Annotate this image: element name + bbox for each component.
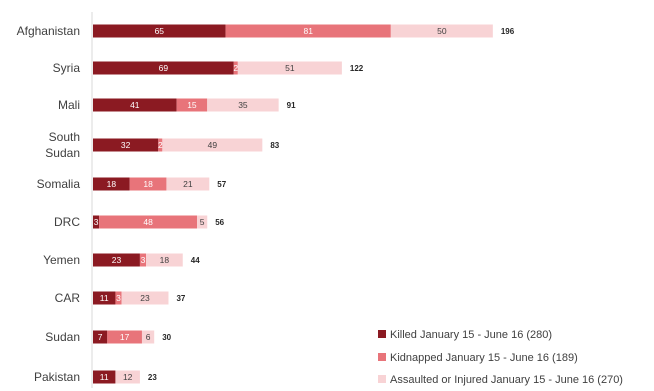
value-label-pakistan-series-1: 11	[100, 372, 109, 382]
value-label-car-series-1: 11	[100, 293, 109, 303]
total-label-pakistan: 23	[148, 373, 157, 382]
value-label-mali-series-1: 41	[130, 100, 140, 110]
value-label-afghanistan-series-2: 81	[303, 26, 313, 36]
total-label-drc: 56	[215, 218, 224, 227]
value-label-yemen-series-2: 3	[141, 255, 146, 265]
value-label-sudan-series-2: 17	[120, 332, 130, 342]
bar-somalia-series-1	[93, 177, 130, 191]
value-label-syria-series-3: 51	[285, 63, 295, 73]
bar-south-sudan-series-1	[93, 138, 159, 152]
category-label-sudan: Sudan	[45, 330, 80, 344]
legend: Killed January 15 - June 16 (280) Kidnapp…	[378, 329, 623, 386]
category-label-south-sudan: South Sudan	[45, 130, 80, 160]
bar-mali-series-1	[93, 98, 177, 112]
legend-swatch-2	[378, 353, 386, 361]
bar-car-series-3	[121, 291, 169, 305]
bar-afghanistan-series-3	[390, 24, 493, 38]
category-labels: Afghanistan Syria Mali South Sudan Somalia DRC…	[17, 24, 81, 384]
bar-syria-series-2	[233, 61, 238, 75]
bar-car-series-1	[93, 291, 116, 305]
value-label-drc-series-3: 5	[200, 217, 205, 227]
value-label-drc-series-1: 3	[94, 217, 99, 227]
value-label-south-sudan-series-1: 32	[121, 140, 131, 150]
value-label-afghanistan-series-3: 50	[437, 26, 447, 36]
bar-drc-series-2	[99, 215, 198, 229]
bar-south-sudan-series-3	[162, 138, 263, 152]
bar-yemen-series-3	[146, 253, 183, 267]
legend-label-1: Killed January 15 - June 16 (280)	[390, 329, 552, 341]
category-label-somalia: Somalia	[37, 177, 81, 191]
value-label-sudan-series-1: 7	[98, 332, 103, 342]
value-label-sudan-series-3: 6	[146, 332, 151, 342]
bar-afghanistan-series-2	[225, 24, 391, 38]
bar-south-sudan-series-2	[158, 138, 163, 152]
category-label-mali: Mali	[58, 98, 80, 112]
bar-syria-series-1	[93, 61, 234, 75]
total-label-somalia: 57	[217, 180, 226, 189]
bar-pakistan-series-1	[93, 370, 116, 384]
value-label-yemen-series-3: 18	[160, 255, 170, 265]
legend-label-3: Assaulted or Injured January 15 - June 1…	[390, 374, 623, 386]
bar-sudan-series-2	[107, 330, 142, 344]
value-label-somalia-series-2: 18	[143, 179, 153, 189]
total-label-car: 37	[176, 294, 185, 303]
legend-swatch-1	[378, 330, 386, 338]
value-label-south-sudan-series-2: 2	[158, 140, 163, 150]
category-label-syria: Syria	[53, 61, 81, 75]
bar-segments	[93, 24, 493, 384]
bar-somalia-series-2	[129, 177, 167, 191]
bar-yemen-series-1	[93, 253, 140, 267]
value-label-yemen-series-1: 23	[112, 255, 122, 265]
bar-mali-series-3	[207, 98, 279, 112]
category-label-drc: DRC	[54, 215, 80, 229]
bar-sudan-series-3	[141, 330, 155, 344]
bar-syria-series-3	[237, 61, 342, 75]
total-label-mali: 91	[287, 101, 296, 110]
bar-somalia-series-3	[166, 177, 210, 191]
value-label-afghanistan-series-1: 65	[155, 26, 165, 36]
value-label-south-sudan-series-3: 49	[208, 140, 218, 150]
bar-mali-series-2	[176, 98, 208, 112]
bar-yemen-series-2	[139, 253, 147, 267]
category-label-afghanistan: Afghanistan	[17, 24, 80, 38]
bar-car-series-2	[115, 291, 122, 305]
category-label-car: CAR	[55, 291, 81, 305]
category-label-pakistan: Pakistan	[34, 370, 80, 384]
bar-drc-series-1	[93, 215, 100, 229]
value-label-syria-series-2: 2	[233, 63, 238, 73]
segment-value-labels: 65 81 50 69 2 51 41 15 35 32 2 49 18 18 21 3 48 5 23 3 18 11 3…	[94, 26, 447, 382]
bar-pakistan-series-3	[115, 370, 140, 384]
bar-sudan-series-1	[93, 330, 108, 344]
total-label-sudan: 30	[162, 333, 171, 342]
legend-swatch-3	[378, 375, 386, 383]
bar-afghanistan-series-1	[93, 24, 226, 38]
value-label-pakistan-series-3: 12	[123, 372, 133, 382]
value-label-mali-series-2: 15	[187, 100, 197, 110]
bar-drc-series-3	[197, 215, 208, 229]
value-label-somalia-series-3: 21	[183, 179, 193, 189]
legend-label-2: Kidnapped January 15 - June 16 (189)	[390, 352, 578, 364]
total-label-syria: 122	[350, 64, 364, 73]
category-label-yemen: Yemen	[43, 253, 80, 267]
total-label-yemen: 44	[191, 256, 200, 265]
value-label-car-series-3: 23	[140, 293, 150, 303]
total-label-south-sudan: 83	[270, 141, 279, 150]
value-label-syria-series-1: 69	[159, 63, 169, 73]
value-label-mali-series-3: 35	[238, 100, 248, 110]
total-label-afghanistan: 196	[501, 27, 515, 36]
value-label-somalia-series-1: 18	[107, 179, 117, 189]
value-label-drc-series-2: 48	[143, 217, 153, 227]
value-label-car-series-2: 3	[116, 293, 121, 303]
